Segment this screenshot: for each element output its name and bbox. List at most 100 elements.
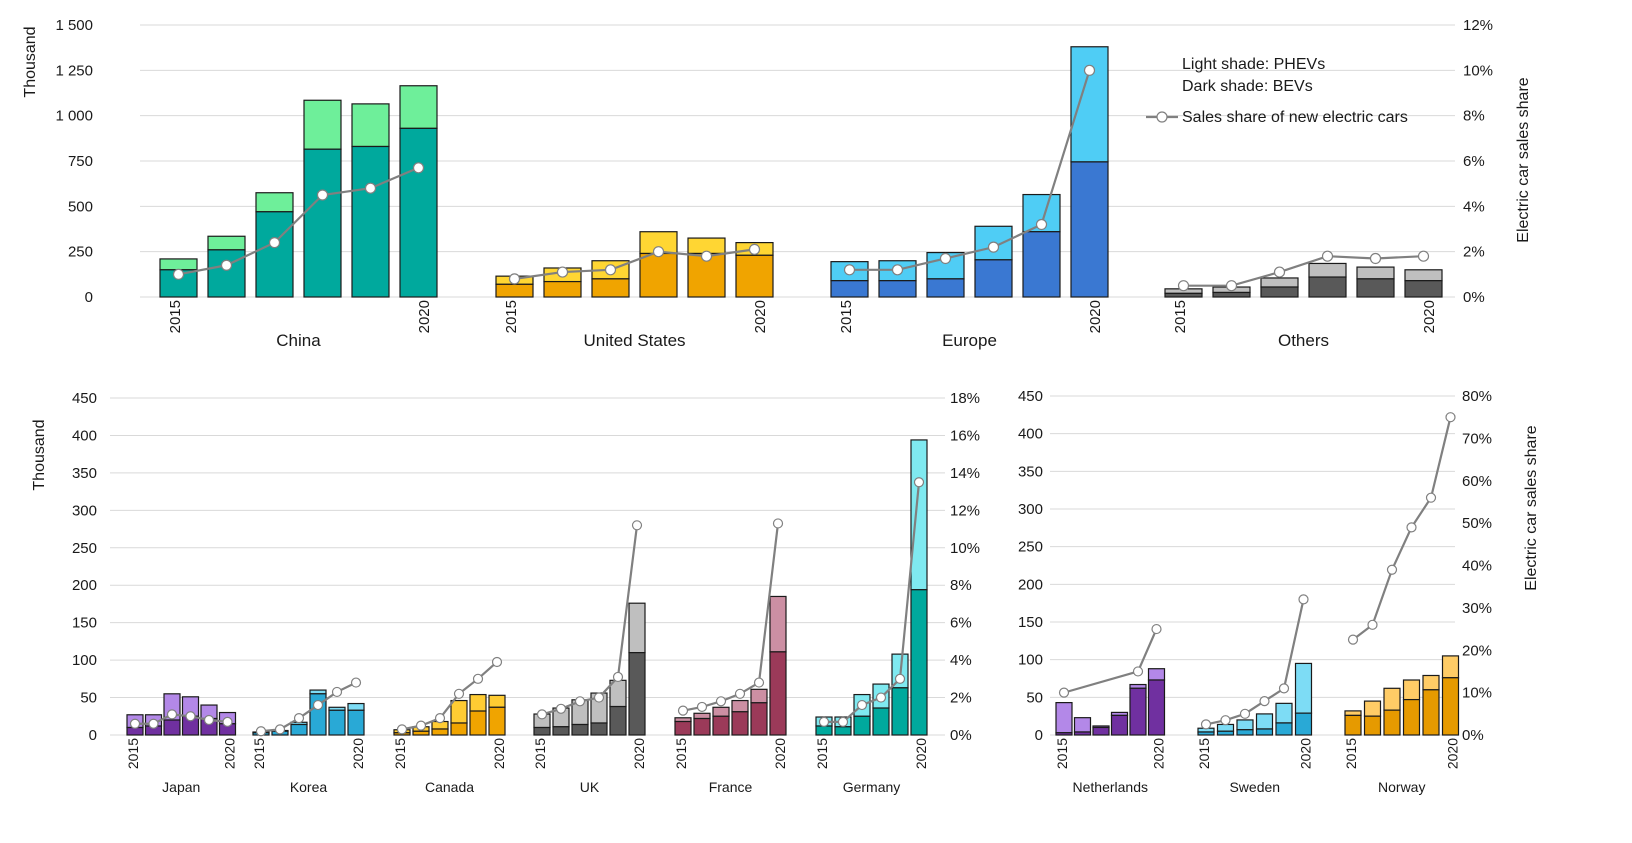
bar-phev — [1261, 278, 1298, 287]
sales-share-point — [493, 657, 502, 666]
bar-bev — [470, 711, 486, 735]
chart-bottom-middle: 0501001502002503003504004500%2%4%6%8%10%… — [31, 390, 980, 795]
y-left-tick-label: 50 — [1026, 689, 1043, 706]
year-label-end: 2020 — [416, 300, 433, 333]
sales-share-point — [455, 689, 464, 698]
bar-bev — [1149, 680, 1165, 735]
bar-phev — [256, 193, 293, 212]
y-left-tick-label: 200 — [72, 577, 97, 594]
sales-share-point — [222, 260, 232, 270]
bar-bev — [640, 253, 677, 297]
bar-bev — [770, 652, 786, 735]
y-right-tick-label: 70% — [1462, 430, 1492, 447]
bar-bev — [1261, 287, 1298, 297]
sales-share-line — [1353, 417, 1451, 639]
y-left-tick-label: 250 — [1018, 539, 1043, 556]
y-right-axis-title: Electric car sales share — [1515, 77, 1532, 242]
bar-phev — [1237, 720, 1253, 730]
bar-bev — [400, 128, 437, 297]
bar-bev — [1443, 678, 1459, 735]
sales-share-point — [1202, 720, 1211, 729]
bar-bev — [873, 708, 889, 735]
sales-share-point — [1241, 709, 1250, 718]
bar-phev — [751, 689, 767, 702]
group-sweden: 2015 2020Sweden — [1196, 595, 1314, 795]
sales-share-point — [679, 706, 688, 715]
y-right-tick-label: 30% — [1462, 600, 1492, 617]
y-left-tick-label: 450 — [72, 390, 97, 407]
year-label-end: 2020 — [913, 738, 929, 769]
y-right-tick-label: 16% — [950, 427, 980, 444]
bar-bev — [256, 212, 293, 297]
sales-share-point — [174, 269, 184, 279]
sales-share-point — [1299, 595, 1308, 604]
sales-share-point — [1368, 620, 1377, 629]
bar-bev — [591, 723, 607, 735]
year-label-start: 2015 — [167, 300, 184, 333]
y-right-tick-label: 12% — [1463, 17, 1493, 34]
year-label-start: 2015 — [1172, 300, 1189, 333]
bar-bev — [1276, 723, 1292, 735]
group-germany: 2015 2020Germany — [814, 440, 929, 795]
bar-bev — [927, 279, 964, 297]
group-norway: 2015 2020 Norway — [1343, 413, 1461, 795]
sales-share-point — [131, 719, 140, 728]
y-right-tick-label: 10% — [1462, 685, 1492, 702]
bar-phev — [1071, 47, 1108, 162]
y-left-tick-label: 0 — [1035, 727, 1043, 744]
bar-bev — [1130, 688, 1146, 735]
legend: Light shade: PHEVs Dark shade: BEVs Sales … — [1146, 56, 1408, 126]
y-left-tick-label: 0 — [85, 289, 93, 306]
year-label-start: 2015 — [532, 738, 548, 769]
year-label-start: 2015 — [1343, 738, 1359, 769]
bar-phev — [911, 440, 927, 590]
bar-phev — [489, 695, 505, 707]
sales-share-point — [820, 717, 829, 726]
y-right-tick-label: 14% — [950, 465, 980, 482]
bar-bev — [1423, 690, 1439, 735]
sales-share-point — [1227, 281, 1237, 291]
sales-share-point — [1037, 219, 1047, 229]
sales-share-point — [1221, 716, 1230, 725]
sales-share-point — [474, 674, 483, 683]
bar-phev — [770, 596, 786, 651]
category-label: Others — [1278, 331, 1329, 350]
bar-bev — [1075, 732, 1091, 735]
bar-bev — [352, 146, 389, 297]
sales-share-point — [755, 678, 764, 687]
bar-phev — [1218, 724, 1234, 731]
bar-bev — [1257, 729, 1273, 735]
sales-share-point — [1371, 253, 1381, 263]
sales-share-point — [702, 251, 712, 261]
group-china: 2015 2020 China — [160, 86, 437, 350]
bar-phev — [352, 104, 389, 147]
bar-phev — [1423, 675, 1439, 689]
bar-bev — [831, 281, 868, 297]
bar-bev — [534, 728, 550, 735]
sales-share-point — [168, 710, 177, 719]
bar-bev — [592, 279, 629, 297]
y-left-tick-label: 250 — [68, 244, 93, 261]
group-japan: 2015 2020 Japan — [125, 694, 238, 795]
year-label-end: 2020 — [1297, 738, 1313, 769]
sales-share-point — [333, 687, 342, 696]
sales-share-point — [736, 689, 745, 698]
sales-share-point — [915, 478, 924, 487]
bar-phev — [348, 704, 364, 711]
bar-phev — [1345, 711, 1361, 716]
sales-share-point — [1134, 667, 1143, 676]
bar-bev — [736, 255, 773, 297]
group-uk: 2015 2020 UK — [532, 521, 647, 795]
y-left-tick-label: 300 — [1018, 501, 1043, 518]
legend-line-text: Sales share of new electric cars — [1182, 109, 1408, 126]
bar-phev — [451, 701, 467, 723]
sales-share-point — [576, 697, 585, 706]
bar-phev — [1443, 656, 1459, 678]
bar-bev — [1237, 730, 1253, 735]
y-right-tick-label: 0% — [950, 727, 972, 744]
sales-share-point — [633, 521, 642, 530]
sales-share-point — [223, 717, 232, 726]
bar-phev — [1276, 703, 1292, 723]
year-label-end: 2020 — [631, 738, 647, 769]
year-label-end: 2020 — [491, 738, 507, 769]
